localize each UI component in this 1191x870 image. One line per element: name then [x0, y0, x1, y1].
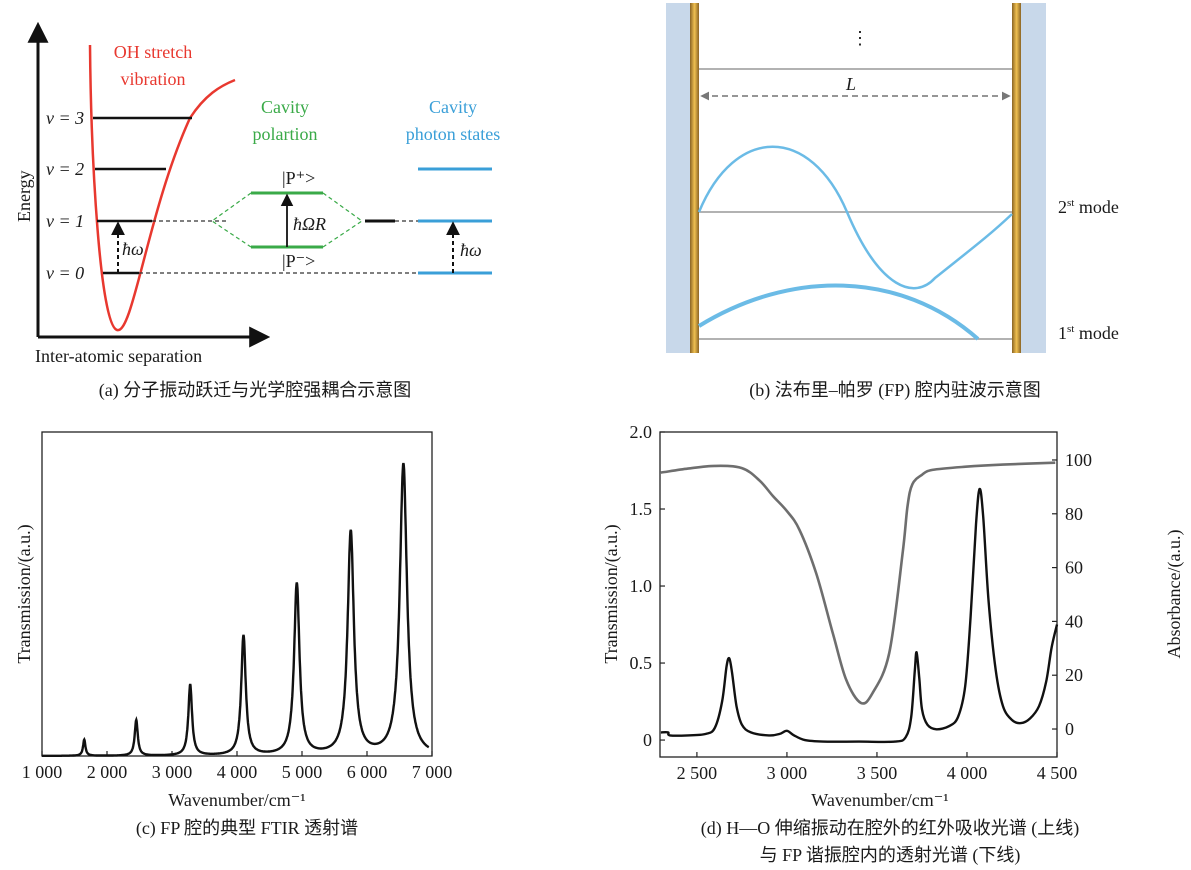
level-label: v = 0: [46, 263, 84, 283]
chart-d: 2 500 3 000 3 500 4 000 4 500 0 0.5 1.0 1.5 2.0 0 2…: [601, 422, 1185, 866]
oh-stretch-title: OH stretch: [114, 42, 192, 62]
series-lines: [660, 461, 1059, 744]
energy-label: Energy: [14, 170, 34, 222]
axis-ticks: 2 500 3 000 3 500 4 000 4 500 0 0.5 1.0 1.5 2.0 0 2…: [630, 422, 1093, 783]
mode-1-label: 1st mode: [1058, 323, 1119, 343]
vibrational-levels: [93, 116, 192, 275]
x-tick-label: 4 000: [217, 762, 258, 782]
mode-baselines: [699, 68, 1012, 340]
y-axis-right-label: Absorbance/(a.u.): [1164, 530, 1185, 659]
x-axis-label: Wavenumber/cm⁻¹: [168, 790, 305, 810]
y-left-tick-label: 0: [643, 730, 652, 750]
plot-frame: [659, 431, 1058, 758]
photon-hbar-omega: ħω: [460, 240, 482, 260]
chart-c: 1 000 2 000 3 000 4 000 5 000 6 000 7 000 Wave…: [14, 431, 453, 839]
y-left-tick-label: 0.5: [630, 653, 653, 673]
caption-b: (b) 法布里–帕罗 (FP) 腔内驻波示意图: [749, 380, 1041, 401]
y-left-tick-label: 1.5: [630, 499, 653, 519]
panel-a-diagram: v = 3 v = 2 v = 1 v = 0 ħω OH stretch vi…: [14, 21, 501, 401]
level-label: v = 3: [46, 108, 84, 128]
y-right-tick-label: 80: [1065, 504, 1083, 524]
x-tick-label: 2 500: [677, 763, 718, 783]
right-mirror: [1012, 3, 1021, 353]
y-right-tick-label: 0: [1065, 719, 1074, 739]
more-modes-dots: ⋮: [851, 28, 869, 48]
absorbance-line: [660, 461, 1056, 705]
y-axis-left-label: Transmission/(a.u.): [601, 524, 622, 663]
y-right-tick-label: 100: [1065, 450, 1092, 470]
y-right-tick-label: 40: [1065, 611, 1083, 631]
mode-2-label: 2st mode: [1058, 197, 1119, 217]
panel-b-diagram: ⋮ L 2st mode 1st mode (b) 法布里–帕罗 (FP) 腔内…: [666, 3, 1119, 401]
left-glass: [666, 3, 690, 353]
y-left-tick-label: 1.0: [630, 576, 653, 596]
x-ticks: 1 000 2 000 3 000 4 000 5 000 6 000 7 000: [22, 751, 453, 782]
cavity-polariton-title: Cavity: [261, 97, 309, 117]
p-plus-label: |P⁺>: [282, 168, 315, 188]
caption-c: (c) FP 腔的典型 FTIR 透射谱: [136, 818, 358, 839]
hbar-omega-label: ħω: [122, 239, 144, 259]
x-tick-label: 2 000: [87, 762, 128, 782]
transmission-line: [42, 462, 430, 757]
x-tick-label: 3 000: [767, 763, 808, 783]
x-tick-label: 4 000: [947, 763, 988, 783]
oh-stretch-title-2: vibration: [121, 69, 186, 89]
caption-a: (a) 分子振动跃迁与光学腔强耦合示意图: [99, 380, 411, 401]
level-label: v = 2: [46, 159, 84, 179]
x-tick-label: 1 000: [22, 762, 63, 782]
level-label: v = 1: [46, 211, 84, 231]
left-mirror: [690, 3, 699, 353]
cavity-photon-title-2: photon states: [406, 124, 501, 144]
x-tick-label: 3 500: [857, 763, 898, 783]
x-tick-label: 5 000: [282, 762, 323, 782]
second-mode-wave: [697, 145, 1013, 290]
x-tick-label: 4 500: [1037, 763, 1078, 783]
transmission-line: [660, 487, 1059, 744]
potential-curve: [88, 44, 236, 332]
level-labels: v = 3 v = 2 v = 1 v = 0: [46, 108, 84, 283]
right-glass: [1021, 3, 1046, 353]
cavity-photon-title: Cavity: [429, 97, 477, 117]
caption-d-line2: 与 FP 谐振腔内的透射光谱 (下线): [760, 845, 1021, 866]
first-mode-wave: [697, 283, 980, 341]
photon-levels: [418, 167, 492, 275]
x-tick-label: 6 000: [347, 762, 388, 782]
x-tick-label: 3 000: [152, 762, 193, 782]
cavity-polariton-title-2: polartion: [253, 124, 318, 144]
p-minus-label: |P⁻>: [282, 251, 315, 271]
rabi-label: ħΩR: [293, 214, 326, 234]
y-axis-label: Transmission/(a.u.): [14, 524, 35, 663]
plot-frame: [41, 431, 433, 757]
y-right-tick-label: 60: [1065, 558, 1083, 578]
x-tick-label: 7 000: [412, 762, 453, 782]
separation-label: Inter-atomic separation: [35, 346, 202, 366]
x-axis-label: Wavenumber/cm⁻¹: [811, 790, 948, 810]
caption-d-line1: (d) H—O 伸缩振动在腔外的红外吸收光谱 (上线): [701, 818, 1079, 839]
coupling-lines: [210, 192, 364, 248]
length-label: L: [845, 74, 856, 94]
y-left-tick-label: 2.0: [630, 422, 653, 442]
y-right-tick-label: 20: [1065, 665, 1083, 685]
